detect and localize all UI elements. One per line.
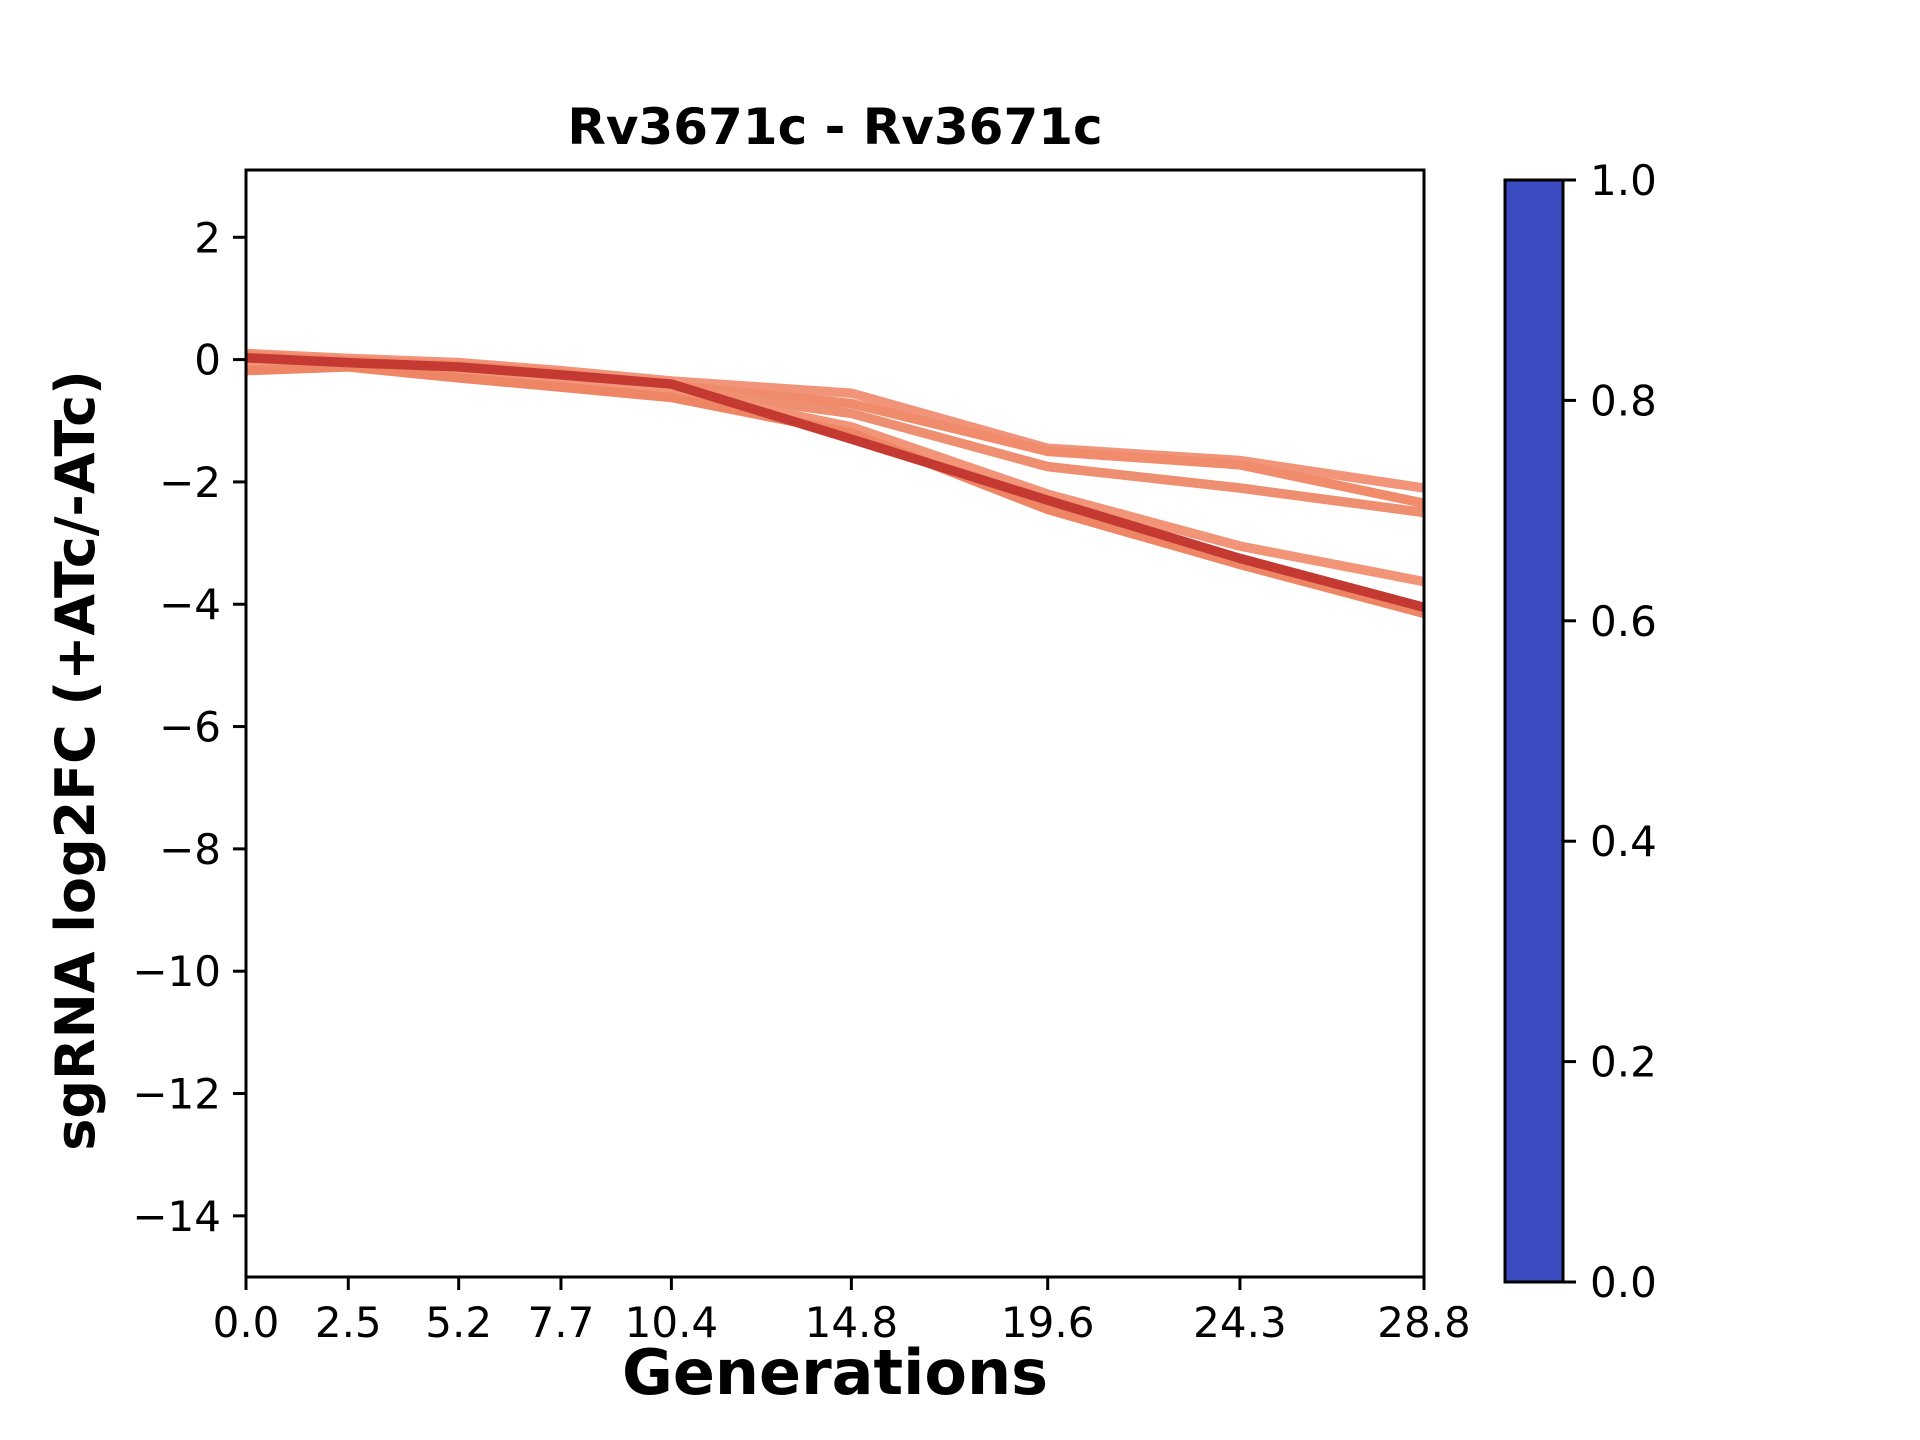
x-tick-label: 5.2 — [425, 1298, 492, 1347]
x-tick-label: 10.4 — [625, 1298, 719, 1347]
y-tick-label: −8 — [159, 825, 221, 874]
x-tick-label: 28.8 — [1377, 1298, 1471, 1347]
y-tick-label: −4 — [159, 580, 221, 629]
colorbar-tick-label: 1.0 — [1590, 156, 1657, 205]
colorbar-tick-label: 0.4 — [1590, 817, 1657, 866]
colorbar-tick-label: 0.0 — [1590, 1258, 1657, 1307]
x-tick-label: 7.7 — [528, 1298, 595, 1347]
emphasized-sgRNA-line — [245, 353, 1426, 612]
y-tick-label: 2 — [194, 213, 221, 262]
x-tick-label: 19.6 — [1001, 1298, 1095, 1347]
y-tick-label: −2 — [159, 458, 221, 507]
chart-title: Rv3671c - Rv3671c — [567, 98, 1103, 156]
y-tick-label: −10 — [132, 947, 221, 996]
colorbar: 0.0 0.2 0.4 0.6 0.8 1.0 — [1503, 156, 1657, 1307]
x-axis-ticks: 0.0 2.5 5.2 7.7 10.4 14.8 19.6 24.3 28.8 — [213, 1277, 1471, 1347]
colorbar-gradient — [1503, 178, 1565, 1284]
y-tick-label: −12 — [132, 1070, 221, 1119]
y-tick-label: −6 — [159, 703, 221, 752]
x-tick-label: 14.8 — [805, 1298, 899, 1347]
x-axis-label: Generations — [621, 1336, 1049, 1409]
x-tick-label: 0.0 — [213, 1298, 280, 1347]
series-lines — [245, 348, 1426, 619]
y-tick-label: 0 — [194, 336, 221, 385]
sgRNA-line — [245, 362, 1426, 619]
x-tick-label: 24.3 — [1193, 1298, 1287, 1347]
colorbar-tick-label: 0.8 — [1590, 376, 1657, 425]
colorbar-tick-label: 0.6 — [1590, 597, 1657, 646]
plot-border — [244, 168, 1426, 1279]
y-tick-label: −14 — [132, 1192, 221, 1241]
y-axis-ticks: 2 0 −2 −4 −6 −8 −10 −12 −14 — [132, 213, 246, 1241]
colorbar-tick-label: 0.2 — [1590, 1038, 1657, 1087]
x-tick-label: 2.5 — [315, 1298, 382, 1347]
